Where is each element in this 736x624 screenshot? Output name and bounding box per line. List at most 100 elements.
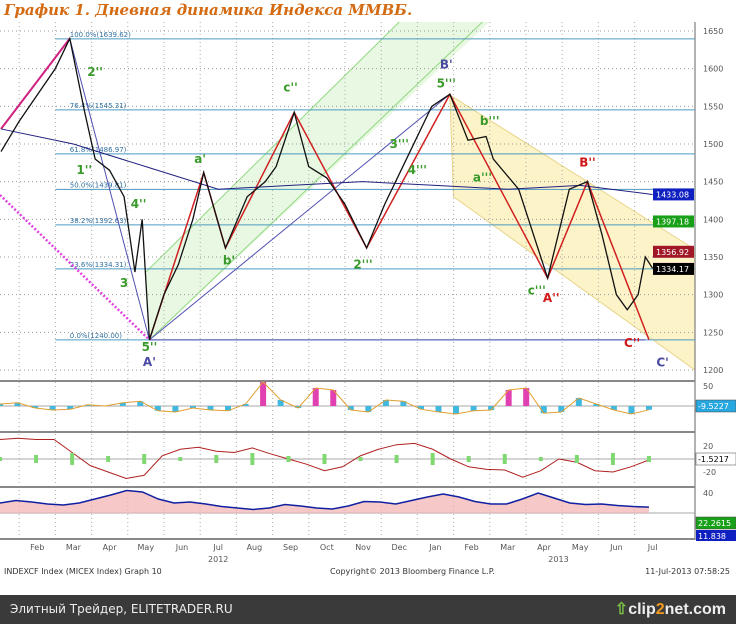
wave-label: 4'' [131, 197, 147, 211]
wave-label: B' [440, 58, 453, 72]
momentum-bar [172, 406, 179, 412]
x-tick-label: Aug [247, 543, 263, 552]
blue-trend-line [69, 38, 150, 340]
logo-part: clip [628, 601, 656, 618]
x-tick-label: Feb [30, 543, 44, 552]
momentum-bar [225, 406, 232, 411]
clip2net-logo: ⇧clip2net.com [614, 601, 726, 618]
panel-separator [0, 538, 695, 540]
price-badge-label: 1433.08 [656, 190, 689, 199]
momentum-bar [610, 406, 617, 410]
momentum-bar [365, 406, 372, 412]
wave-label: 1'' [76, 163, 92, 177]
x-tick-label: Jan [428, 543, 441, 552]
oscillator-bar [142, 454, 147, 464]
wave-label: c'' [283, 80, 297, 94]
wave-label: c''' [528, 284, 546, 298]
panel-separator [0, 431, 695, 433]
y-tick-label: 1200 [703, 366, 723, 375]
wave-label: a''' [473, 171, 492, 185]
momentum-line [0, 381, 650, 415]
fib-label: 76.4%(1545.31) [70, 102, 127, 110]
momentum-bar [540, 406, 547, 414]
momentum-bar [84, 404, 91, 406]
momentum-bar [470, 406, 477, 411]
logo-part: net.com [664, 601, 726, 618]
momentum-bar [32, 406, 39, 408]
wave-label: 3 [120, 276, 128, 290]
oscillator-bar [394, 455, 399, 463]
panel-separator [0, 380, 695, 382]
momentum-bar [417, 406, 424, 410]
directional-line [0, 489, 650, 511]
price-badge [653, 215, 694, 228]
momentum-bar [0, 404, 3, 406]
green-channel [145, 22, 490, 340]
x-tick-label: Oct [320, 543, 334, 552]
oscillator-bar [646, 456, 651, 462]
price-badge [653, 262, 694, 275]
momentum-bar [260, 382, 267, 406]
panel-value-label: 22.2615 [698, 519, 731, 528]
x-tick-label: May [572, 543, 589, 552]
y-tick-label: 1400 [703, 215, 723, 224]
green-channel-line [149, 21, 483, 341]
x-tick-label: Apr [537, 543, 552, 552]
price-line [0, 36, 654, 341]
price-badge-label: 1334.17 [656, 265, 689, 274]
momentum-bar [277, 400, 284, 406]
panel-tick-label: -20 [703, 468, 716, 477]
oscillator-bar [322, 454, 327, 464]
y-tick-label: 1650 [703, 27, 723, 36]
oscillator-bar [610, 453, 615, 465]
oscillator-line [0, 437, 650, 480]
x-tick-label: Jun [609, 543, 623, 552]
x-tick-label: Nov [355, 543, 371, 552]
x-tick-label: Feb [465, 543, 479, 552]
momentum-bar [645, 406, 652, 410]
wave-label: 5''' [437, 77, 456, 91]
momentum-bar [49, 406, 56, 410]
panel-value-badge [696, 530, 736, 541]
momentum-bar [242, 404, 249, 406]
x-tick-label: Apr [103, 543, 118, 552]
wave-label: a' [194, 152, 206, 166]
x-tick-label: May [138, 543, 155, 552]
green-channel-line [145, 21, 400, 273]
oscillator-bar [358, 457, 363, 461]
wave-label: A' [143, 355, 156, 369]
oscillator-bar [466, 456, 471, 462]
momentum-bar [154, 406, 161, 411]
y-tick-label: 1450 [703, 178, 723, 187]
momentum-bar [119, 402, 126, 406]
year-label: 2013 [548, 555, 568, 564]
footer-timestamp: 11-Jul-2013 07:58:25 [645, 567, 730, 576]
footer-copyright: Copyright© 2013 Bloomberg Finance L.P. [330, 567, 495, 576]
directional-area [0, 490, 649, 513]
wave-label: 4''' [408, 163, 427, 177]
x-tick-label: Jul [647, 543, 658, 552]
price-badge [653, 245, 694, 258]
panel-tick-label: 50 [703, 382, 713, 391]
x-tick-label: Jun [175, 543, 189, 552]
oscillator-bar [286, 456, 291, 462]
oscillator-bar [178, 457, 183, 461]
footer-source: INDEXCF Index (MICEX Index) Graph 10 [4, 567, 162, 576]
momentum-bar [330, 390, 337, 406]
blue-trend-line [149, 93, 451, 341]
fib-label: 0.0%(1240.00) [70, 332, 122, 340]
wave-label: 3''' [390, 137, 409, 151]
momentum-bar [189, 406, 196, 408]
y-tick-label: 1550 [703, 102, 723, 111]
momentum-bar [453, 406, 460, 414]
panel-value-badge [695, 452, 736, 466]
year-label: 2012 [208, 555, 228, 564]
wave-label: B'' [579, 156, 596, 170]
y-tick-label: 1350 [703, 253, 723, 262]
momentum-bar [382, 400, 389, 406]
oscillator-bar [502, 454, 507, 464]
wave-label: b' [223, 254, 235, 268]
fib-label: 100.0%(1639.62) [70, 31, 131, 39]
price-badge-label: 1356.92 [656, 248, 689, 257]
purple-dotted-line [0, 194, 151, 341]
